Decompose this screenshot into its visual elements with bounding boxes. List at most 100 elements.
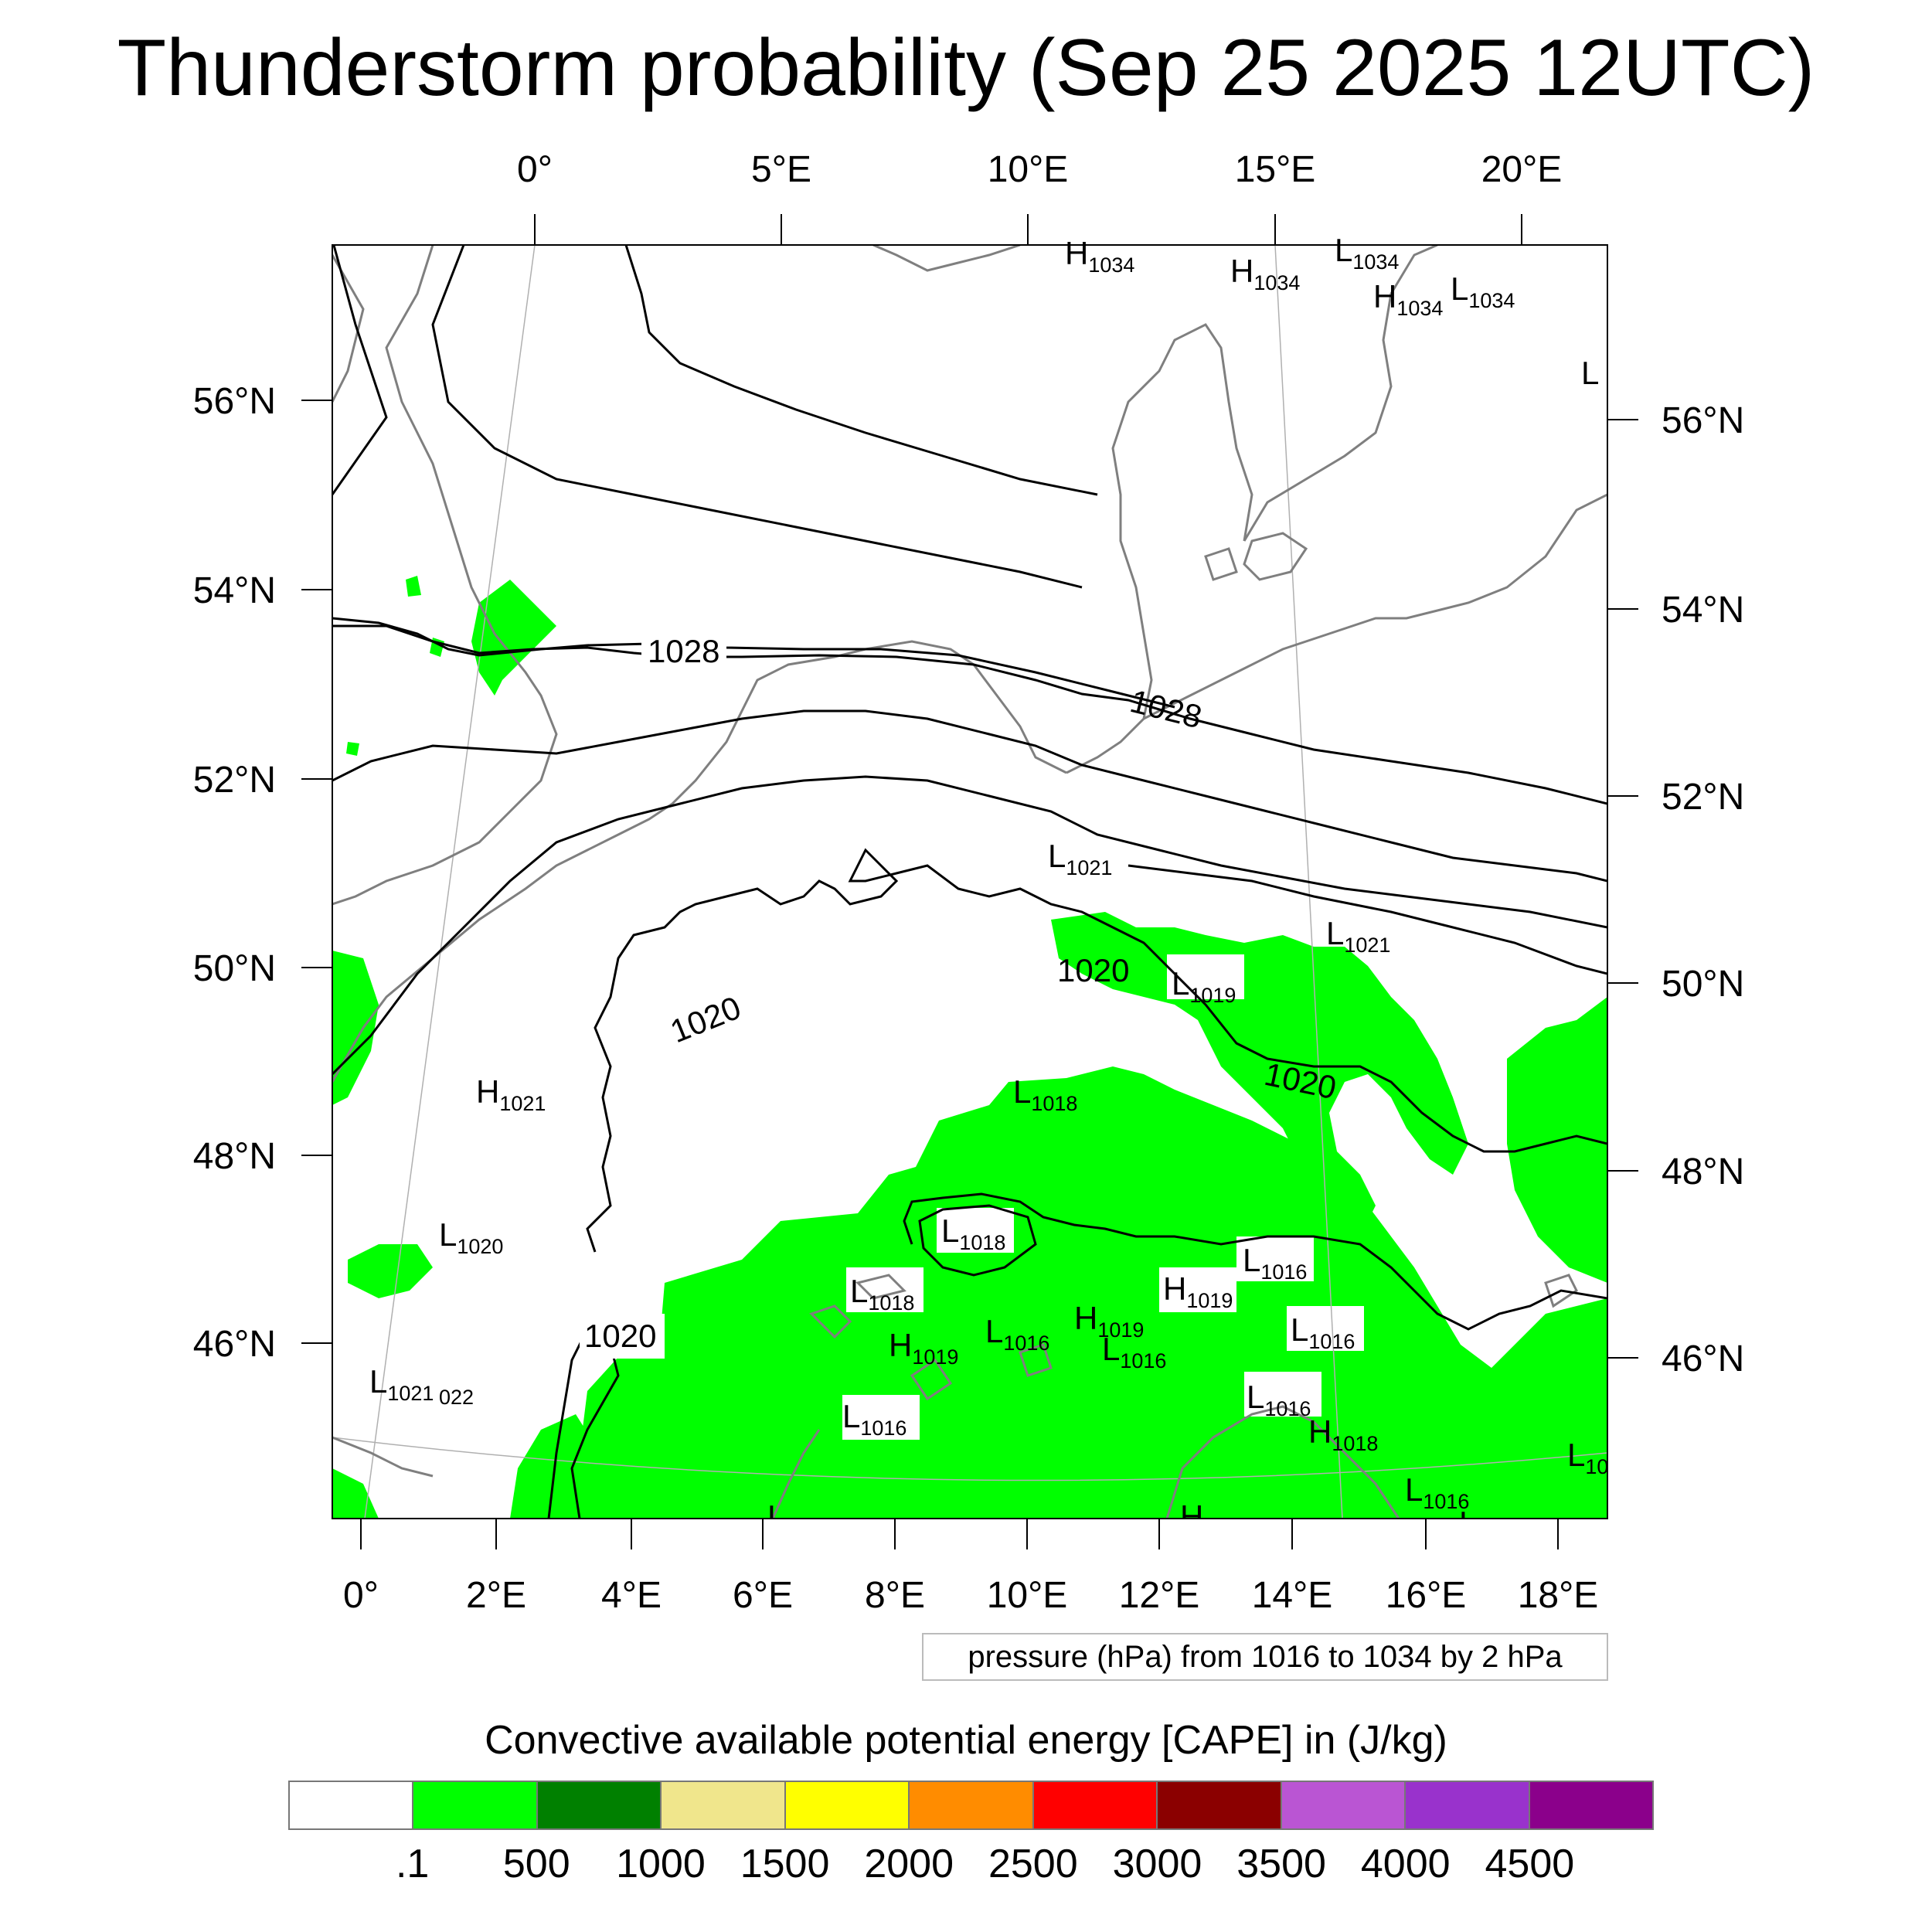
bottom-lon-label: 12°E	[1119, 1575, 1200, 1616]
coast-baltic-south	[1143, 493, 1607, 720]
coast-lakes	[809, 1274, 1578, 1401]
top-lon-label: 20°E	[1481, 149, 1563, 190]
coast-ligurian	[771, 1429, 821, 1519]
cape-area-alps	[580, 1066, 1607, 1519]
left-lat-label: 46°N	[193, 1324, 276, 1365]
cape-shading	[332, 576, 1607, 1519]
pressure-center-label: L1016	[1247, 1379, 1311, 1420]
contour-label: 1028	[1127, 682, 1206, 735]
tick-marks	[301, 214, 1638, 1549]
top-lon-labels: 0° 5°E 10°E 15°E 20°E	[517, 149, 1562, 190]
isobar-1026	[332, 709, 1607, 883]
colorbar-title: Convective available potential energy [C…	[485, 1718, 1447, 1763]
coast-great-britain	[332, 245, 558, 906]
top-lon-label: 15°E	[1235, 149, 1316, 190]
left-lat-label: 52°N	[193, 760, 276, 801]
bottom-lon-label: 10°E	[987, 1575, 1068, 1616]
right-lat-label: 48°N	[1662, 1151, 1744, 1192]
top-lon-label: 10°E	[988, 149, 1069, 190]
pressure-center-label: H1034	[1065, 235, 1134, 277]
pressure-center-label: L1021	[1048, 838, 1112, 879]
pressure-center-label: L1016	[1291, 1311, 1355, 1353]
top-lon-label: 0°	[517, 149, 553, 190]
right-lat-label: 52°N	[1662, 777, 1744, 818]
contour-label: 1028	[648, 633, 719, 669]
coast-spain-north	[332, 1436, 434, 1478]
colorbar-swatch	[1281, 1782, 1406, 1828]
pressure-center-label: H1034	[1373, 278, 1443, 320]
pressure-center-label: L1018	[850, 1273, 914, 1315]
isobar-1024	[332, 775, 1607, 1076]
contour-label: 1020	[584, 1318, 656, 1354]
pressure-center-label: L10	[1567, 1437, 1608, 1478]
pressure-center-label: L1016	[767, 1498, 832, 1540]
right-lat-label: 54°N	[1662, 590, 1744, 631]
cape-colorbar	[288, 1781, 1654, 1830]
pressure-center-label: L1019	[1172, 965, 1236, 1007]
bottom-lon-label: 14°E	[1252, 1575, 1333, 1616]
pressure-center-label: L1016	[1405, 1471, 1469, 1513]
colorbar-tick-label: 500	[502, 1842, 570, 1886]
colorbar-swatch	[662, 1782, 786, 1828]
bottom-lon-label: 0°	[343, 1575, 379, 1616]
cape-area-biscay	[348, 1244, 433, 1298]
right-lat-label: 46°N	[1662, 1338, 1744, 1379]
pressure-center-label: L1018	[941, 1213, 1005, 1254]
colorbar-tick-label: 4000	[1360, 1842, 1451, 1886]
left-lat-labels: 56°N 54°N 52°N 50°N 48°N 46°N	[193, 381, 276, 1365]
colorbar-swatch	[290, 1782, 414, 1828]
bottom-lon-label: 2°E	[466, 1575, 526, 1616]
coast-scotland-west	[332, 254, 365, 403]
isobar-north-1	[332, 245, 388, 495]
colorbar-swatch	[1033, 1782, 1158, 1828]
coast-sweden	[1243, 245, 1438, 542]
pressure-center-label: L1021	[369, 1363, 434, 1405]
left-lat-label: 50°N	[193, 948, 276, 989]
pressure-legend-note: pressure (hPa) from 1016 to 1034 by 2 hP…	[922, 1633, 1608, 1681]
left-lat-label: 54°N	[193, 570, 276, 611]
colorbar-tick-label: 2500	[988, 1842, 1078, 1886]
coast-norway	[872, 245, 1021, 272]
bottom-lon-label: 8°E	[865, 1575, 925, 1616]
colorbar-swatch	[1158, 1782, 1282, 1828]
colorbar-swatch	[537, 1782, 662, 1828]
isobar-east-1021	[1128, 864, 1607, 975]
isobars	[332, 245, 1607, 1519]
pressure-center-label: L1020	[439, 1216, 503, 1258]
bottom-lon-label: 18°E	[1518, 1575, 1599, 1616]
colorbar-tick-label: 1000	[616, 1842, 706, 1886]
pressure-center-label: L1016	[842, 1398, 906, 1440]
pressure-center-label: L1021	[1326, 915, 1390, 957]
pressure-center-label: H1021	[476, 1073, 546, 1115]
left-lat-label: 48°N	[193, 1136, 276, 1177]
bottom-lon-label: 16°E	[1386, 1575, 1467, 1616]
pressure-center-label: L1034	[1335, 232, 1399, 274]
pressure-center-label: H1019	[1163, 1270, 1233, 1312]
colorbar-swatch	[1406, 1782, 1530, 1828]
isobar-1020-main	[586, 848, 1607, 1253]
coast-lake-geneva	[855, 1274, 906, 1300]
cape-area-west-edge	[332, 951, 379, 1105]
pressure-center-label: H1019	[1074, 1300, 1144, 1342]
isobar-1020-alps	[903, 1192, 1607, 1331]
colorbar-tick-label: 2000	[864, 1842, 954, 1886]
isobar-north-2	[431, 245, 1083, 589]
colorbar-swatch	[413, 1782, 538, 1828]
colorbar-swatch	[1529, 1782, 1652, 1828]
cape-area-bohemia	[1051, 912, 1468, 1236]
left-lat-label: 56°N	[193, 381, 276, 422]
colorbar-swatch	[910, 1782, 1034, 1828]
extra-pressure-label: 022	[439, 1386, 474, 1409]
colorbar-tick-label: 4500	[1485, 1842, 1575, 1886]
cape-area-spots-nw	[346, 576, 444, 756]
contour-label: 1020	[665, 989, 746, 1050]
map-frame	[332, 244, 1608, 1519]
pressure-center-label: L1016	[1243, 1242, 1307, 1284]
colorbar-swatch	[785, 1782, 910, 1828]
bottom-lon-labels: 0° 2°E 4°E 6°E 8°E 10°E 12°E 14°E 16°E 1…	[343, 1575, 1598, 1616]
pressure-center-label: H1034	[1230, 253, 1300, 294]
right-lat-label: 56°N	[1662, 400, 1744, 441]
pressure-center-label: H1017	[1180, 1498, 1250, 1540]
pressure-center-label: H1019	[889, 1327, 958, 1369]
